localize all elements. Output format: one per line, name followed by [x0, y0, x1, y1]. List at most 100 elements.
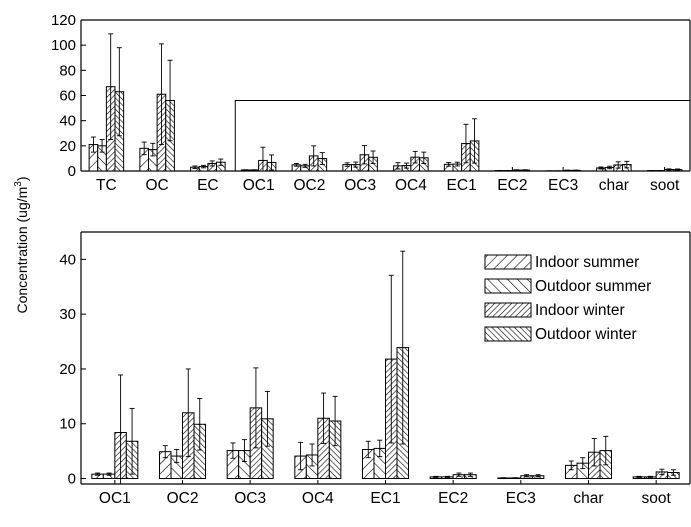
error-bar-outdoor-winter-oc3 — [264, 390, 270, 447]
legend-swatch-outdoor-summer — [484, 278, 532, 294]
x-tick-label-oc4: OC4 — [302, 490, 334, 507]
error-bar-outdoor-summer-oc1 — [251, 169, 257, 171]
error-bar-outdoor-winter-oc — [167, 59, 173, 142]
error-bar-outdoor-winter-soot — [670, 469, 676, 476]
error-bar-indoor-summer-oc4 — [395, 162, 401, 170]
y-tick-label: 100 — [51, 37, 76, 54]
x-tick-label-ec1: EC1 — [447, 177, 477, 194]
error-bar-indoor-winter-ec1 — [388, 274, 394, 444]
x-tick-label-oc3: OC3 — [344, 177, 376, 194]
error-bar-indoor-summer-ec1 — [365, 440, 371, 459]
y-tick-label: 10 — [59, 416, 76, 433]
error-bar-indoor-summer-char — [598, 166, 604, 170]
legend-item-indoor-summer: Indoor summer — [484, 254, 639, 271]
x-tick-label-ec3: EC3 — [506, 490, 536, 507]
x-tick-label-soot: soot — [650, 177, 680, 194]
x-tick-label-soot: soot — [642, 490, 672, 507]
y-tick-label: 40 — [59, 113, 76, 130]
error-bar-indoor-winter-ec1 — [463, 123, 469, 164]
error-bar-indoor-winter-oc3 — [253, 367, 259, 449]
error-bar-outdoor-winter-oc4 — [332, 395, 338, 447]
error-bar-outdoor-summer-soot — [647, 475, 653, 478]
legend-item-outdoor-summer: Outdoor summer — [484, 278, 651, 295]
error-bar-indoor-winter-oc2 — [185, 368, 191, 458]
error-bar-indoor-winter-tc — [108, 33, 114, 140]
error-bar-indoor-summer-ec3 — [501, 477, 507, 479]
error-bar-outdoor-winter-oc3 — [370, 150, 376, 165]
error-bar-indoor-winter-oc3 — [361, 145, 367, 165]
y-tick-label: 120 — [51, 12, 76, 29]
error-bar-outdoor-summer-ec — [201, 164, 207, 169]
error-bar-indoor-winter-oc — [158, 43, 164, 146]
zoom-inset-bracket — [234, 100, 690, 171]
error-bar-outdoor-summer-ec3 — [512, 477, 518, 479]
error-bar-outdoor-summer-oc — [150, 142, 156, 157]
error-bar-indoor-winter-soot — [659, 468, 665, 476]
error-bar-indoor-summer-oc1 — [243, 169, 249, 171]
error-bar-outdoor-winter-ec1 — [472, 118, 478, 164]
legend-item-indoor-winter: Indoor winter — [484, 302, 625, 319]
error-bar-outdoor-winter-oc1 — [129, 407, 135, 475]
error-bar-outdoor-winter-ec1 — [400, 250, 406, 445]
error-bar-outdoor-winter-ec2 — [522, 169, 528, 171]
x-tick-label-char: char — [573, 490, 603, 507]
legend-swatch-indoor-summer — [484, 254, 532, 270]
legend-label-outdoor-winter: Outdoor winter — [535, 326, 637, 343]
error-bar-indoor-winter-ec3 — [524, 474, 530, 478]
y-axis-label: Concentration (ug/m3) — [13, 176, 30, 313]
x-tick-label-oc4: OC4 — [395, 177, 427, 194]
error-bar-outdoor-winter-soot — [675, 168, 681, 171]
x-tick-label-oc1: OC1 — [243, 177, 275, 194]
error-bar-indoor-summer-ec1 — [446, 161, 452, 167]
error-bar-outdoor-winter-oc4 — [421, 151, 427, 164]
bottom-panel: 0 10 20 30 40 OC1 OC2 OC3 OC4 EC1 EC2 EC3 char soot — [59, 231, 691, 507]
y-tick-label: 20 — [59, 361, 76, 378]
error-bar-indoor-summer-soot — [636, 475, 642, 478]
error-bar-indoor-winter-ec — [209, 160, 215, 167]
error-bar-outdoor-winter-oc2 — [319, 152, 325, 165]
error-bar-indoor-winter-ec2 — [514, 169, 520, 171]
x-tick-label-ec: EC — [197, 177, 219, 194]
x-tick-label-oc2: OC2 — [293, 177, 325, 194]
legend: Indoor summer Outdoor summer Indoor winter… — [484, 254, 651, 343]
legend-label-indoor-winter: Indoor winter — [535, 302, 625, 319]
error-bar-outdoor-winter-ec2 — [467, 472, 473, 477]
error-bar-indoor-summer-oc2 — [162, 445, 168, 459]
error-bar-indoor-summer-oc — [141, 141, 147, 156]
x-tick-label-ec2: EC2 — [497, 177, 527, 194]
y-tick-label: 60 — [59, 88, 76, 105]
error-bar-indoor-winter-oc1 — [118, 374, 124, 485]
error-bar-outdoor-summer-oc3 — [353, 161, 359, 168]
y-tick-label: 0 — [68, 163, 76, 180]
error-bar-outdoor-summer-char — [580, 457, 586, 470]
error-bar-indoor-summer-char — [568, 460, 574, 471]
error-bar-outdoor-summer-ec1 — [377, 439, 383, 458]
error-bar-indoor-winter-oc2 — [311, 145, 317, 167]
error-bar-indoor-winter-soot — [666, 168, 672, 171]
x-tick-label-char: char — [599, 177, 629, 194]
error-bar-outdoor-summer-oc2 — [302, 163, 308, 168]
error-bar-indoor-summer-tc — [90, 136, 96, 153]
error-bar-indoor-summer-oc2 — [293, 162, 299, 167]
error-bar-outdoor-summer-oc2 — [174, 449, 180, 464]
x-tick-label-tc: TC — [96, 177, 117, 194]
x-tick-label-ec2: EC2 — [438, 490, 468, 507]
y-tick-label: 40 — [59, 251, 76, 268]
error-bar-outdoor-winter-char — [603, 435, 609, 466]
legend-label-indoor-summer: Indoor summer — [535, 254, 639, 271]
error-bar-outdoor-winter-ec3 — [573, 169, 579, 172]
error-bar-indoor-summer-ec2 — [433, 475, 439, 478]
error-bar-outdoor-summer-tc — [99, 139, 105, 153]
error-bar-outdoor-winter-oc2 — [197, 398, 203, 451]
error-bar-outdoor-summer-char — [607, 165, 613, 170]
error-bar-outdoor-winter-char — [624, 160, 630, 169]
error-bar-outdoor-winter-ec3 — [535, 474, 541, 478]
error-bar-indoor-winter-ec3 — [564, 169, 570, 172]
error-bar-outdoor-winter-tc — [116, 47, 122, 137]
y-tick-label: 20 — [59, 138, 76, 155]
error-bar-indoor-summer-ec — [192, 165, 198, 169]
error-bar-indoor-winter-oc1 — [260, 146, 266, 172]
error-bar-indoor-summer-oc3 — [344, 162, 350, 167]
error-bar-outdoor-summer-ec1 — [454, 161, 460, 167]
